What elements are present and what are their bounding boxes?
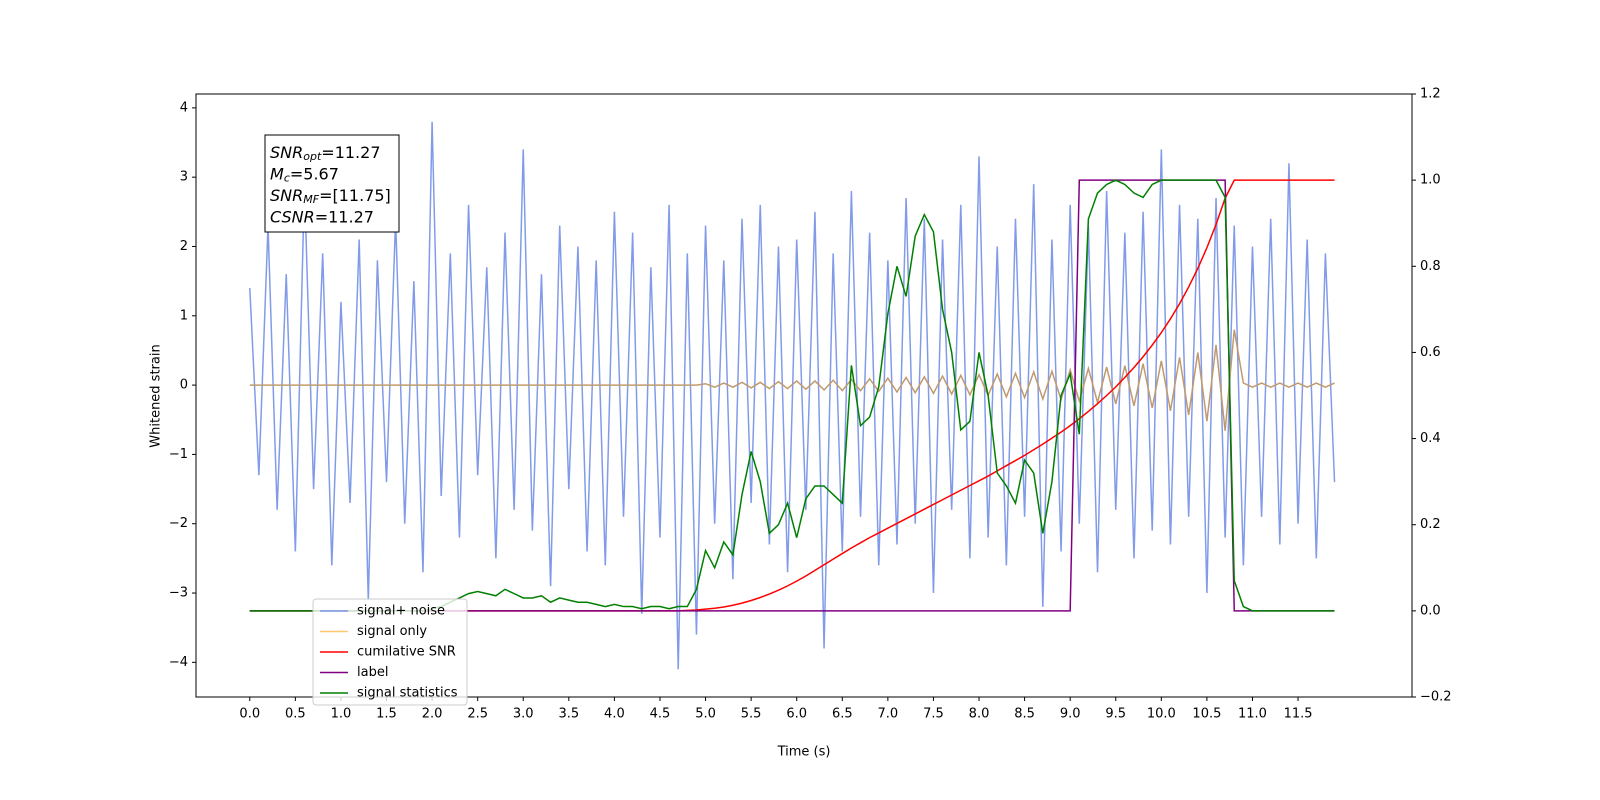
y2-tick-label: 0.6 bbox=[1420, 345, 1441, 360]
annotation-sub: c bbox=[284, 172, 290, 185]
y2-tick-label: 0.8 bbox=[1420, 259, 1441, 274]
annotation: SNRopt=11.27 bbox=[270, 143, 381, 164]
x-tick-label: 0.0 bbox=[239, 707, 260, 722]
y2-tick-label: 0.4 bbox=[1420, 431, 1441, 446]
x-tick-label: 8.0 bbox=[969, 707, 990, 722]
y-tick-label: −1 bbox=[169, 447, 188, 462]
annotation-main: SNR bbox=[270, 143, 303, 162]
y-tick-label: 4 bbox=[180, 100, 188, 115]
annotation-main: M bbox=[270, 164, 284, 183]
annotation-box: SNRopt=11.27Mc=5.67SNRMF=[11.75]CSNR=11.… bbox=[264, 134, 400, 233]
x-axis-label: Time (s) bbox=[777, 745, 831, 760]
x-tick-label: 6.0 bbox=[786, 707, 807, 722]
x-tick-label: 6.5 bbox=[832, 707, 853, 722]
y2-tick-label: 1.2 bbox=[1420, 87, 1441, 102]
y2-tick-label: −0.2 bbox=[1420, 690, 1452, 705]
annotation: Mc=5.67 bbox=[270, 164, 339, 185]
y-tick-label: 0 bbox=[180, 378, 188, 393]
legend-label: signal only bbox=[357, 624, 427, 639]
y-axis-label: Whitened strain bbox=[149, 344, 164, 447]
annotation-rest: =[11.75] bbox=[319, 186, 391, 205]
plot-frame bbox=[195, 93, 1413, 698]
annotation-sub: MF bbox=[303, 193, 319, 206]
x-tick-label: 7.0 bbox=[878, 707, 899, 722]
legend-label: cumilative SNR bbox=[357, 645, 456, 660]
y-tick-label: −3 bbox=[169, 586, 188, 601]
x-tick-label: 10.5 bbox=[1192, 707, 1221, 722]
y2-tick-label: 1.0 bbox=[1420, 173, 1441, 188]
x-tick-label: 11.5 bbox=[1284, 707, 1313, 722]
x-tick-label: 11.0 bbox=[1238, 707, 1267, 722]
series-line bbox=[249, 121, 1336, 670]
annotation-rest: =11.27 bbox=[315, 207, 374, 226]
y-tick-label: −2 bbox=[169, 516, 188, 531]
legend-label: signal statistics bbox=[357, 686, 458, 701]
x-tick-label: 4.5 bbox=[650, 707, 671, 722]
x-tick-label: 3.5 bbox=[558, 707, 579, 722]
annotation: CSNR=11.27 bbox=[270, 207, 374, 226]
y-tick-label: 3 bbox=[180, 170, 188, 185]
y2-tick-label: 0.2 bbox=[1420, 517, 1441, 532]
x-tick-label: 10.0 bbox=[1147, 707, 1176, 722]
x-tick-label: 5.0 bbox=[695, 707, 716, 722]
y-tick-label: 2 bbox=[180, 239, 188, 254]
y2-tick-label: 0.0 bbox=[1420, 603, 1441, 618]
annotation-frame bbox=[264, 134, 400, 233]
legend-label: label bbox=[357, 665, 388, 680]
x-tick-label: 3.0 bbox=[513, 707, 534, 722]
x-tick-label: 4.0 bbox=[604, 707, 625, 722]
annotation-main: CSNR bbox=[270, 207, 315, 226]
x-tick-label: 8.5 bbox=[1014, 707, 1035, 722]
annotation-sub: opt bbox=[303, 150, 322, 163]
y-tick-label: −4 bbox=[169, 655, 188, 670]
annotation-main: SNR bbox=[270, 186, 303, 205]
annotation-rest: =5.67 bbox=[290, 164, 339, 183]
x-tick-label: 2.0 bbox=[422, 707, 443, 722]
annotation-rest: =11.27 bbox=[321, 143, 380, 162]
x-tick-label: 9.5 bbox=[1105, 707, 1126, 722]
x-tick-label: 7.5 bbox=[923, 707, 944, 722]
y-tick-label: 1 bbox=[180, 308, 188, 323]
x-tick-label: 1.0 bbox=[331, 707, 352, 722]
x-tick-label: 0.5 bbox=[285, 707, 306, 722]
series-line bbox=[249, 329, 1335, 431]
legend-frame bbox=[312, 598, 468, 706]
x-tick-label: 2.5 bbox=[467, 707, 488, 722]
annotation: SNRMF=[11.75] bbox=[270, 186, 391, 207]
x-tick-label: 9.0 bbox=[1060, 707, 1081, 722]
legend-label: signal+ noise bbox=[357, 604, 445, 619]
x-tick-label: 5.5 bbox=[741, 707, 762, 722]
x-tick-label: 1.5 bbox=[376, 707, 397, 722]
legend: signal+ noise signal only cumilative SNR la… bbox=[312, 598, 468, 706]
